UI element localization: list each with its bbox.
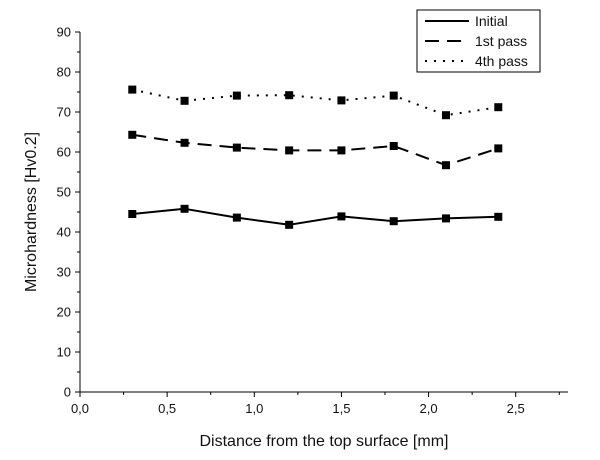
data-point-marker [389, 91, 398, 100]
x-tick-label: 1,5 [332, 401, 350, 416]
y-tick-label: 0 [64, 385, 71, 400]
x-tick-label: 2,5 [507, 401, 525, 416]
series-line-1 [132, 133, 499, 167]
legend-label-1st-pass: 1st pass [475, 33, 527, 49]
data-point-marker [285, 220, 294, 229]
data-point-marker [128, 85, 137, 94]
y-tick-label: 40 [57, 225, 71, 240]
data-point-marker [180, 138, 189, 147]
legend-label-4th-pass: 4th pass [475, 53, 528, 69]
data-point-marker [442, 161, 450, 170]
data-point-marker [232, 143, 241, 152]
x-tick-label: 2,0 [420, 401, 438, 416]
x-tick-label: 1,0 [245, 401, 263, 416]
data-point-marker [494, 144, 503, 153]
x-tick-label: 0,5 [158, 401, 176, 416]
series-line-0 [132, 207, 499, 226]
data-point-marker [494, 212, 503, 221]
legend-label-initial: Initial [475, 13, 508, 29]
data-point-marker [128, 130, 137, 139]
data-point-marker [232, 213, 241, 222]
y-tick-label: 60 [57, 145, 71, 160]
data-point-marker [128, 210, 137, 218]
data-point-marker [285, 146, 294, 155]
legend: Initial 1st pass 4th pass [416, 9, 541, 73]
data-point-marker [337, 212, 346, 221]
y-tick-label: 90 [57, 25, 71, 40]
data-point-marker [389, 217, 398, 226]
data-point-marker [285, 91, 294, 100]
y-tick-label: 30 [57, 265, 71, 280]
data-point-marker [337, 96, 346, 105]
series-layer [128, 85, 503, 229]
y-tick-label: 80 [57, 65, 71, 80]
y-tick-label: 70 [57, 105, 71, 120]
data-point-marker [180, 204, 189, 213]
axes: 0 10 20 30 40 50 60 70 80 90 0,0 0,5 1,0 1,5 2,0 2,5 [57, 25, 568, 416]
data-point-marker [442, 111, 450, 120]
y-tick-label: 20 [57, 305, 71, 320]
x-tick-label: 0,0 [71, 401, 89, 416]
data-point-marker [232, 91, 241, 100]
data-point-marker [442, 214, 450, 223]
data-point-marker [180, 96, 189, 105]
data-point-marker [337, 146, 346, 155]
x-axis-title: Distance from the top surface [mm] [200, 433, 449, 450]
y-axis-title: Microhardness [Hv0.2] [23, 132, 40, 292]
data-point-marker [494, 103, 503, 112]
data-point-marker [389, 142, 398, 150]
y-tick-label: 10 [57, 345, 71, 360]
y-tick-label: 50 [57, 185, 71, 200]
